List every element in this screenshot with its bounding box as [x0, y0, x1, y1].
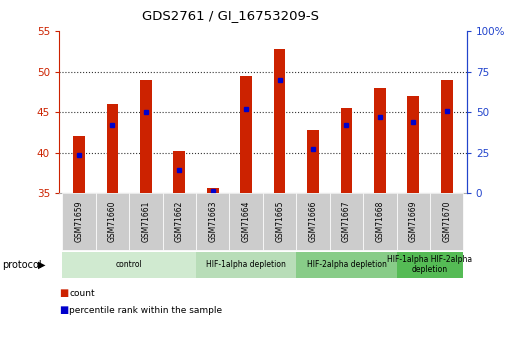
- Text: HIF-2alpha depletion: HIF-2alpha depletion: [307, 260, 386, 269]
- Text: GSM71661: GSM71661: [142, 201, 150, 242]
- Text: GSM71669: GSM71669: [409, 201, 418, 243]
- Text: percentile rank within the sample: percentile rank within the sample: [69, 306, 222, 315]
- Text: ■: ■: [59, 306, 68, 315]
- Text: GSM71663: GSM71663: [208, 201, 218, 243]
- Text: GSM71666: GSM71666: [308, 201, 318, 243]
- Text: GSM71665: GSM71665: [275, 201, 284, 243]
- Bar: [107, 104, 119, 193]
- Bar: [341, 108, 352, 193]
- Bar: [307, 130, 319, 193]
- Text: HIF-1alpha depletion: HIF-1alpha depletion: [206, 260, 286, 269]
- Text: GSM71664: GSM71664: [242, 201, 251, 243]
- Text: GSM71659: GSM71659: [74, 201, 84, 243]
- Text: HIF-1alpha HIF-2alpha
depletion: HIF-1alpha HIF-2alpha depletion: [387, 255, 472, 275]
- Bar: [241, 76, 252, 193]
- Text: control: control: [116, 260, 143, 269]
- Bar: [173, 151, 185, 193]
- Text: GSM71660: GSM71660: [108, 201, 117, 243]
- Text: protocol: protocol: [3, 260, 42, 270]
- Bar: [374, 88, 386, 193]
- Text: GSM71668: GSM71668: [376, 201, 384, 242]
- Bar: [407, 96, 419, 193]
- Bar: [207, 188, 219, 193]
- Text: GDS2761 / GI_16753209-S: GDS2761 / GI_16753209-S: [142, 9, 320, 22]
- Bar: [274, 49, 285, 193]
- Bar: [441, 80, 452, 193]
- Text: GSM71667: GSM71667: [342, 201, 351, 243]
- Text: ▶: ▶: [38, 260, 46, 270]
- Bar: [140, 80, 152, 193]
- Text: GSM71662: GSM71662: [175, 201, 184, 242]
- Text: count: count: [69, 289, 95, 298]
- Text: GSM71670: GSM71670: [442, 201, 451, 243]
- Bar: [73, 136, 85, 193]
- Text: ■: ■: [59, 288, 68, 298]
